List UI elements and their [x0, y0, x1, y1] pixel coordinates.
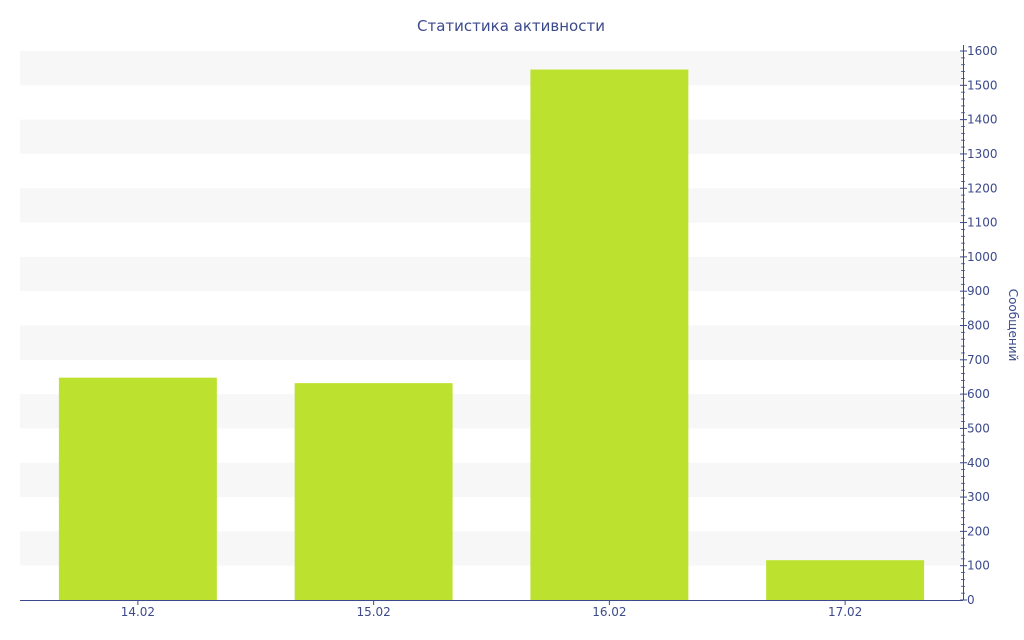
y-axis-title: Сообщений: [1006, 289, 1020, 362]
grid-band: [20, 119, 963, 154]
bar-14.02: [58, 377, 217, 600]
grid-bands: [20, 51, 963, 566]
y-tick-label: 800: [967, 319, 990, 333]
y-tick-label: 700: [967, 353, 990, 367]
grid-band: [20, 51, 963, 86]
y-tick-label: 1300: [967, 147, 998, 161]
y-tick-label: 1400: [967, 113, 998, 127]
grid-band: [20, 188, 963, 223]
y-tick-label: 400: [967, 456, 990, 470]
y-tick-label: 100: [967, 559, 990, 573]
y-tick-label: 1500: [967, 78, 998, 92]
y-tick-label: 600: [967, 387, 990, 401]
y-tick-label: 1000: [967, 250, 998, 264]
axes-group: 14.02 15.02 16.02 17.02 0 100 200 300 400 500 600 7…: [20, 44, 998, 619]
x-tick-label: 15.02: [356, 605, 390, 619]
y-tick-label: 200: [967, 524, 990, 538]
y-tick-label: 1100: [967, 216, 998, 230]
y-tick-label: 0: [967, 593, 975, 607]
y-tick-label: 500: [967, 421, 990, 435]
x-tick-label: 16.02: [592, 605, 626, 619]
y-tick-label: 900: [967, 284, 990, 298]
bar-16.02: [530, 69, 689, 600]
y-tick-label: 1200: [967, 181, 998, 195]
bar-17.02: [766, 560, 925, 600]
y-tick-label: 300: [967, 490, 990, 504]
bars-group: [58, 69, 925, 600]
bar-15.02: [294, 383, 453, 600]
y-tick-label: 1600: [967, 44, 998, 58]
x-tick-label: 17.02: [828, 605, 862, 619]
grid-band: [20, 325, 963, 360]
chart-title: Статистика активности: [417, 17, 605, 35]
x-tick-label: 14.02: [121, 605, 155, 619]
grid-band: [20, 256, 963, 292]
